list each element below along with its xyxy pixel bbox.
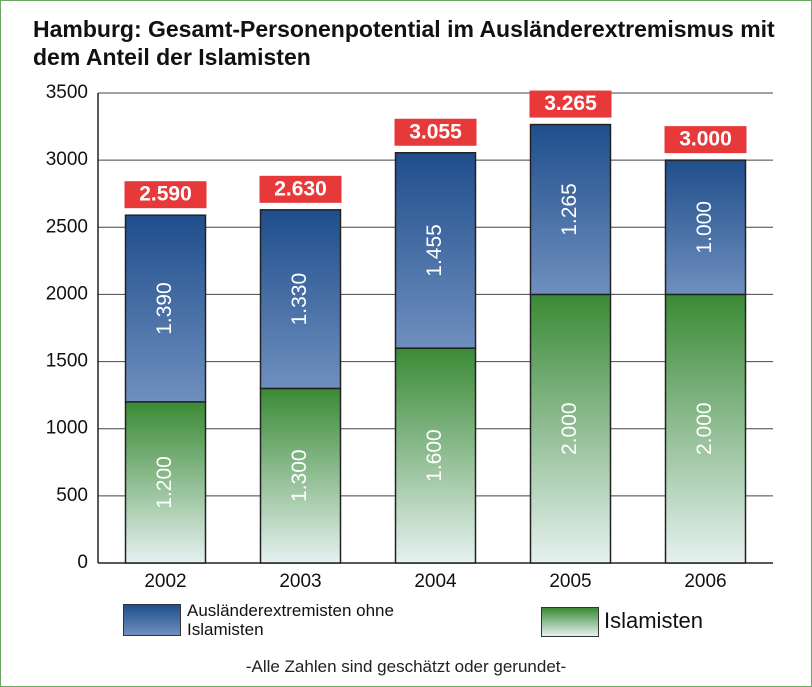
y-tick-label: 1000 [46, 418, 88, 439]
bar-segment [124, 401, 207, 564]
segment-label: 1.300 [288, 449, 311, 502]
y-tick-label: 2500 [46, 216, 88, 237]
y-tick-label: 3000 [46, 149, 88, 170]
segment-label: 1.000 [693, 201, 716, 254]
legend-label: Islamisten [604, 608, 704, 633]
total-label-box [259, 175, 342, 203]
y-tick-label: 0 [77, 552, 88, 573]
total-label: 2.630 [274, 177, 327, 200]
x-tick-label: 2002 [144, 571, 186, 592]
x-tick-label: 2003 [279, 571, 321, 592]
y-tick-label: 3500 [46, 82, 88, 103]
total-label: 3.055 [409, 120, 462, 143]
segment-label: 1.330 [288, 273, 311, 326]
legend-label: Ausländerextremisten ohne Islamisten [187, 601, 394, 639]
segment-label: 1.265 [558, 183, 581, 236]
total-label: 3.265 [544, 92, 597, 115]
legend-swatch [541, 607, 599, 637]
segment-label: 1.455 [423, 224, 446, 277]
total-label-box [124, 181, 207, 209]
bar-segment [394, 347, 477, 564]
footnote: -Alle Zahlen sind geschätzt oder gerunde… [245, 657, 567, 676]
bar-segment [259, 209, 342, 390]
x-tick-label: 2004 [414, 571, 457, 592]
total-label-box [394, 118, 477, 146]
total-label: 3.000 [679, 128, 732, 151]
x-tick-label: 2005 [549, 571, 591, 592]
segment-label: 1.600 [423, 429, 446, 482]
segment-label: 1.390 [153, 282, 176, 335]
total-label: 2.590 [139, 183, 192, 206]
total-label-box [664, 126, 747, 154]
bar-segment [259, 387, 342, 564]
legend-swatch [123, 604, 181, 636]
y-tick-label: 500 [56, 485, 88, 506]
segment-label: 1.200 [153, 456, 176, 509]
bar-segment [529, 293, 612, 564]
y-tick-label: 1500 [46, 351, 88, 372]
bar-segment [124, 214, 207, 403]
bar-segment [664, 159, 747, 296]
segment-label: 2.000 [693, 402, 716, 455]
segment-label: 2.000 [558, 402, 581, 455]
chart-title: Hamburg: Gesamt-Personenpotential im Aus… [33, 16, 775, 70]
bar-segment [529, 123, 612, 296]
total-label-box [529, 90, 612, 118]
bar-segment [664, 293, 747, 564]
bar-segment [394, 152, 477, 349]
x-tick-label: 2006 [684, 571, 726, 592]
y-tick-label: 2000 [46, 283, 88, 304]
